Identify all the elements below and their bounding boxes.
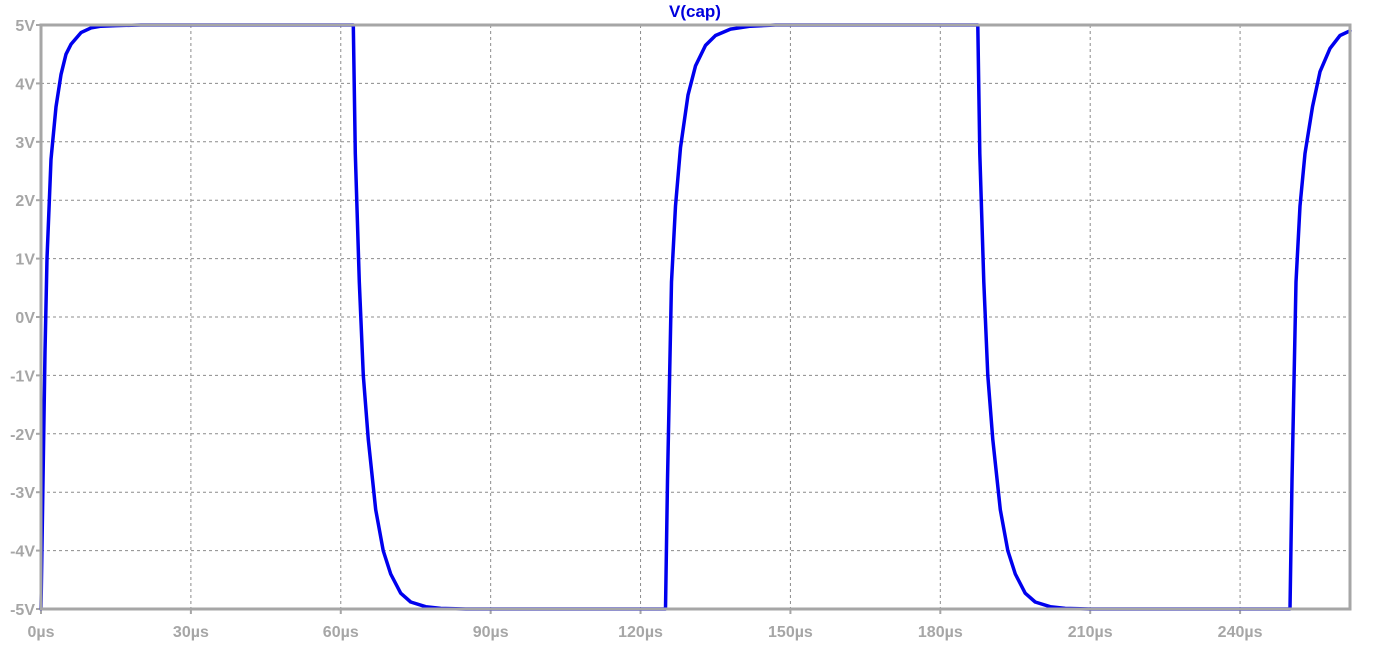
x-tick-label: 150µs xyxy=(768,624,813,641)
x-tick-label: 210µs xyxy=(1068,624,1113,641)
y-tick-label: 5V xyxy=(15,18,35,35)
y-tick-label: -1V xyxy=(10,368,35,385)
y-tick-label: -3V xyxy=(10,485,35,502)
x-tick-label: 60µs xyxy=(323,624,359,641)
x-tick-labels: 0µs 30µs 60µs 90µs 120µs 150µs 180µs 210µs 240µs xyxy=(27,624,1262,641)
y-tick-label: -4V xyxy=(10,544,35,561)
x-tick-label: 90µs xyxy=(473,624,509,641)
chart-title: V(cap) xyxy=(669,2,721,21)
x-tick-label: 0µs xyxy=(27,624,54,641)
x-tick-label: 120µs xyxy=(618,624,663,641)
y-tick-labels: 5V 4V 3V 2V 1V 0V -1V -2V -3V -4V -5V xyxy=(10,18,35,619)
x-tick-label: 180µs xyxy=(918,624,963,641)
y-tick-label: 4V xyxy=(15,76,35,93)
y-tick-label: 0V xyxy=(15,310,35,327)
y-tick-label: 2V xyxy=(15,193,35,210)
x-tick-label: 240µs xyxy=(1218,624,1263,641)
axis-ticks xyxy=(36,24,1242,614)
x-tick-label: 30µs xyxy=(173,624,209,641)
plot-frame xyxy=(39,23,1352,611)
y-tick-label: 3V xyxy=(15,135,35,152)
y-tick-label: -2V xyxy=(10,427,35,444)
y-tick-label: -5V xyxy=(10,602,35,619)
y-tick-label: 1V xyxy=(15,252,35,269)
grid-lines xyxy=(41,25,1350,609)
